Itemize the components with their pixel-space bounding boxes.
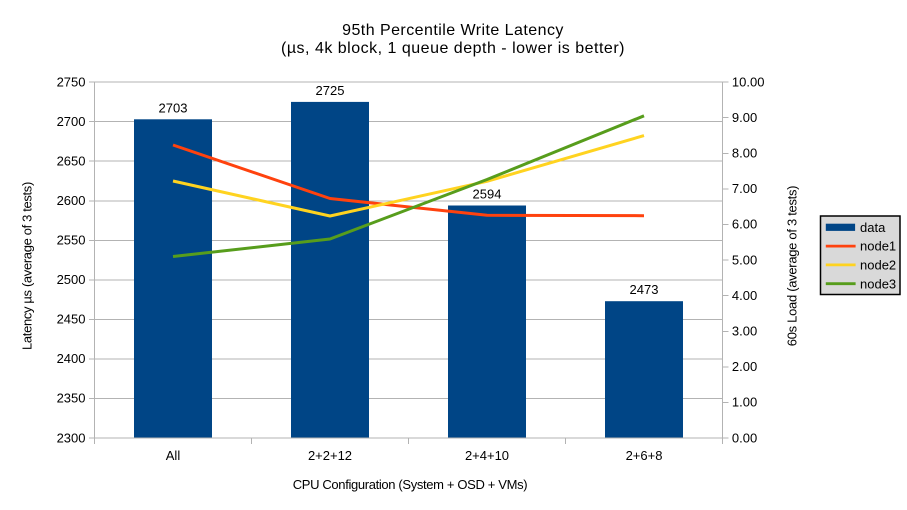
svg-text:data: data <box>860 220 886 235</box>
svg-text:5.00: 5.00 <box>732 252 757 267</box>
svg-text:All: All <box>166 448 181 463</box>
svg-text:node1: node1 <box>860 239 896 254</box>
svg-text:2550: 2550 <box>57 233 86 248</box>
svg-text:Latency µs (average of 3 tests: Latency µs (average of 3 tests) <box>20 182 35 350</box>
svg-text:2450: 2450 <box>57 312 86 327</box>
svg-text:9.00: 9.00 <box>732 110 757 125</box>
svg-text:2725: 2725 <box>316 83 345 98</box>
svg-text:0.00: 0.00 <box>732 430 757 445</box>
svg-text:2750: 2750 <box>57 74 86 89</box>
svg-text:2600: 2600 <box>57 193 86 208</box>
svg-text:6.00: 6.00 <box>732 217 757 232</box>
svg-text:2594: 2594 <box>473 187 502 202</box>
svg-text:95th Percentile Write Latency: 95th Percentile Write Latency <box>342 22 564 39</box>
svg-text:2473: 2473 <box>630 282 659 297</box>
svg-text:node2: node2 <box>860 258 896 273</box>
svg-text:2700: 2700 <box>57 114 86 129</box>
svg-text:2+4+10: 2+4+10 <box>465 448 509 463</box>
svg-text:4.00: 4.00 <box>732 288 757 303</box>
svg-text:1.00: 1.00 <box>732 395 757 410</box>
svg-text:(µs, 4k block, 1 queue depth -: (µs, 4k block, 1 queue depth - lower is … <box>281 40 625 57</box>
svg-text:60s Load (average of 3 tests): 60s Load (average of 3 tests) <box>785 186 800 346</box>
svg-text:node3: node3 <box>860 276 896 291</box>
svg-text:10.00: 10.00 <box>732 74 765 89</box>
svg-text:7.00: 7.00 <box>732 181 757 196</box>
svg-text:2650: 2650 <box>57 153 86 168</box>
svg-text:8.00: 8.00 <box>732 146 757 161</box>
svg-text:2703: 2703 <box>159 100 188 115</box>
svg-text:2+6+8: 2+6+8 <box>626 448 663 463</box>
svg-text:2500: 2500 <box>57 272 86 287</box>
svg-text:2+2+12: 2+2+12 <box>308 448 352 463</box>
svg-text:2300: 2300 <box>57 430 86 445</box>
svg-text:2.00: 2.00 <box>732 359 757 374</box>
svg-text:2350: 2350 <box>57 391 86 406</box>
svg-text:CPU Configuration (System + OS: CPU Configuration (System + OSD + VMs) <box>293 477 528 492</box>
svg-text:2400: 2400 <box>57 351 86 366</box>
svg-text:3.00: 3.00 <box>732 324 757 339</box>
